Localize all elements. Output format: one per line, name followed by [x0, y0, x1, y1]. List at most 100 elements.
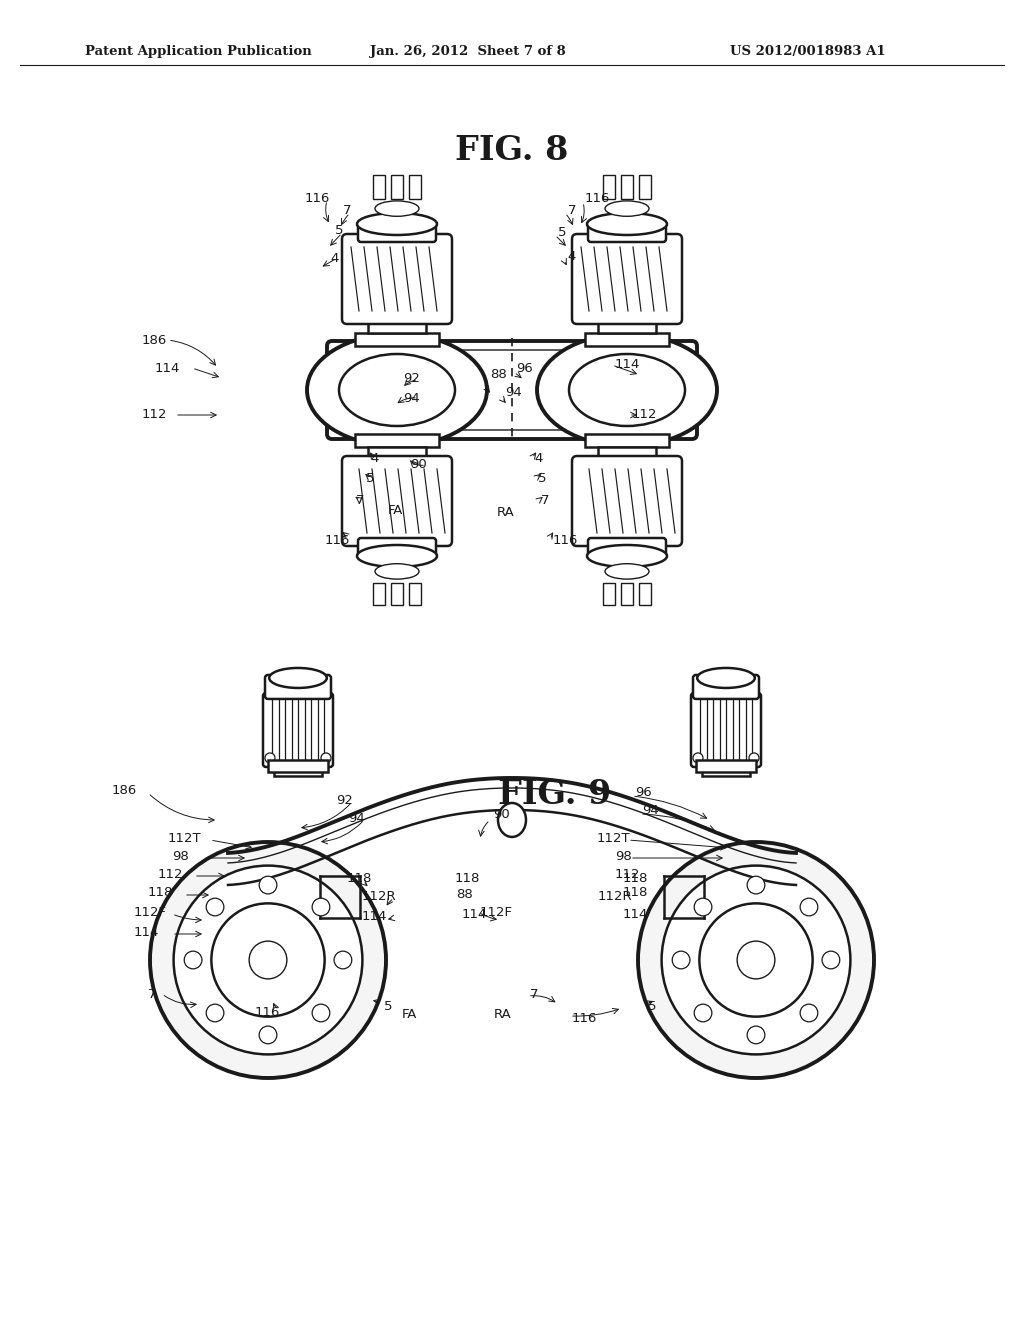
Circle shape	[748, 1026, 765, 1044]
Text: 114: 114	[462, 908, 487, 920]
Bar	[274, 762, 322, 776]
FancyBboxPatch shape	[572, 455, 682, 546]
FancyBboxPatch shape	[693, 675, 759, 700]
Text: 112R: 112R	[362, 890, 396, 903]
Ellipse shape	[605, 564, 649, 579]
Circle shape	[638, 842, 874, 1078]
Circle shape	[206, 898, 224, 916]
Text: 4: 4	[567, 251, 575, 264]
FancyBboxPatch shape	[327, 341, 697, 440]
Text: 88: 88	[456, 888, 473, 902]
Text: 94: 94	[505, 387, 522, 400]
FancyBboxPatch shape	[342, 234, 452, 323]
FancyBboxPatch shape	[691, 693, 761, 767]
Bar	[373, 583, 385, 605]
Text: 5: 5	[648, 999, 656, 1012]
Text: 7: 7	[343, 203, 351, 216]
Bar	[621, 583, 633, 605]
Bar	[585, 434, 669, 447]
Text: 7: 7	[541, 494, 550, 507]
Bar	[621, 176, 633, 199]
Text: 112T: 112T	[168, 832, 202, 845]
Bar	[368, 319, 426, 333]
Text: 114: 114	[362, 909, 387, 923]
Text: FA: FA	[402, 1007, 418, 1020]
Text: 116: 116	[585, 191, 610, 205]
Text: Jan. 26, 2012  Sheet 7 of 8: Jan. 26, 2012 Sheet 7 of 8	[370, 45, 565, 58]
Circle shape	[694, 1005, 712, 1022]
Circle shape	[249, 941, 287, 979]
Text: 112F: 112F	[134, 906, 167, 919]
FancyBboxPatch shape	[358, 220, 436, 242]
Bar	[355, 333, 439, 346]
Ellipse shape	[587, 213, 667, 235]
Text: FIG. 9: FIG. 9	[499, 779, 611, 812]
FancyBboxPatch shape	[316, 366, 334, 414]
Ellipse shape	[269, 668, 327, 688]
Circle shape	[822, 952, 840, 969]
Bar	[391, 583, 403, 605]
Circle shape	[259, 1026, 276, 1044]
Text: US 2012/0018983 A1: US 2012/0018983 A1	[730, 45, 886, 58]
Circle shape	[150, 842, 386, 1078]
FancyBboxPatch shape	[265, 675, 331, 700]
Text: 116: 116	[305, 191, 331, 205]
Text: 7: 7	[148, 987, 157, 1001]
Circle shape	[800, 898, 818, 916]
Ellipse shape	[498, 803, 526, 837]
Circle shape	[259, 876, 276, 894]
Circle shape	[312, 898, 330, 916]
FancyBboxPatch shape	[690, 366, 708, 414]
Bar	[603, 176, 615, 199]
Text: 118: 118	[623, 871, 648, 884]
Bar	[268, 760, 328, 772]
Text: 114: 114	[615, 359, 640, 371]
Text: 116: 116	[255, 1006, 281, 1019]
Text: 112: 112	[632, 408, 657, 421]
Text: RA: RA	[494, 1007, 512, 1020]
Text: 112: 112	[142, 408, 168, 421]
Text: 7: 7	[568, 203, 577, 216]
FancyBboxPatch shape	[263, 693, 333, 767]
Circle shape	[321, 752, 331, 763]
Text: 94: 94	[403, 392, 420, 404]
FancyBboxPatch shape	[205, 919, 313, 1001]
Text: 186: 186	[142, 334, 167, 346]
Ellipse shape	[307, 334, 487, 446]
Text: 114: 114	[155, 362, 180, 375]
Bar	[639, 176, 651, 199]
Bar	[598, 447, 656, 461]
Circle shape	[265, 752, 275, 763]
Text: 114: 114	[134, 925, 160, 939]
Bar	[391, 176, 403, 199]
Circle shape	[672, 952, 690, 969]
Bar	[585, 333, 669, 346]
Text: FIG. 8: FIG. 8	[456, 133, 568, 166]
Circle shape	[737, 941, 775, 979]
Ellipse shape	[605, 201, 649, 216]
Text: 118: 118	[347, 871, 373, 884]
FancyBboxPatch shape	[588, 220, 666, 242]
Text: Patent Application Publication: Patent Application Publication	[85, 45, 311, 58]
Text: FA: FA	[388, 503, 403, 516]
Text: RA: RA	[497, 506, 515, 519]
Ellipse shape	[375, 201, 419, 216]
Bar	[603, 583, 615, 605]
Bar	[355, 434, 439, 447]
Circle shape	[693, 752, 703, 763]
Text: 112F: 112F	[480, 906, 513, 919]
Text: 96: 96	[635, 785, 651, 799]
Circle shape	[334, 952, 352, 969]
FancyBboxPatch shape	[588, 539, 666, 558]
Text: 112: 112	[158, 867, 183, 880]
Text: 4: 4	[330, 252, 338, 264]
FancyBboxPatch shape	[195, 909, 323, 1011]
Bar	[368, 447, 426, 461]
Circle shape	[662, 866, 850, 1055]
Circle shape	[699, 903, 813, 1016]
Text: 88: 88	[490, 368, 507, 381]
FancyBboxPatch shape	[342, 455, 452, 546]
Bar	[409, 583, 421, 605]
Circle shape	[748, 876, 765, 894]
Ellipse shape	[339, 354, 455, 426]
